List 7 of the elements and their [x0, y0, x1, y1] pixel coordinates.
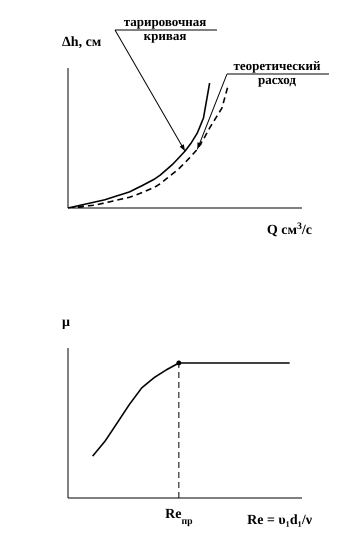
text: Re$_{пр}$	[165, 507, 193, 526]
y-axis-title: μ	[62, 315, 70, 330]
text: тарировочная кривая	[124, 14, 206, 43]
x-axis-title: Q см$^{3}$/с	[266, 220, 312, 238]
x-axis-title: Re = υ₁d₁/ν	[247, 513, 313, 528]
series-label: теоретический расход	[233, 58, 322, 87]
y-axis-title: Δh, см	[62, 35, 102, 50]
